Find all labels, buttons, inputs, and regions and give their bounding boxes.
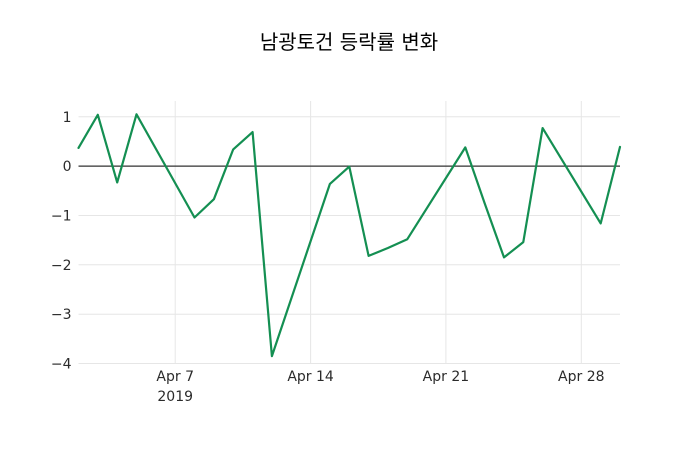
- y-tick-label: −4: [51, 357, 72, 373]
- x-tick-year-label: 2019: [157, 389, 193, 405]
- x-tick-label: Apr 21: [423, 369, 469, 385]
- price-change-line: [77, 113, 622, 358]
- y-tick-label: 0: [63, 159, 72, 175]
- chart-title: 남광토건 등락률 변화: [259, 30, 439, 54]
- y-tick-label: −1: [51, 209, 72, 225]
- x-tick-label: Apr 7: [156, 369, 194, 385]
- y-tick-label: 1: [63, 110, 72, 126]
- y-tick-label: −2: [51, 258, 72, 274]
- y-tick-label: −3: [51, 307, 72, 323]
- x-tick-label: Apr 28: [558, 369, 604, 385]
- x-tick-label: Apr 14: [287, 369, 334, 385]
